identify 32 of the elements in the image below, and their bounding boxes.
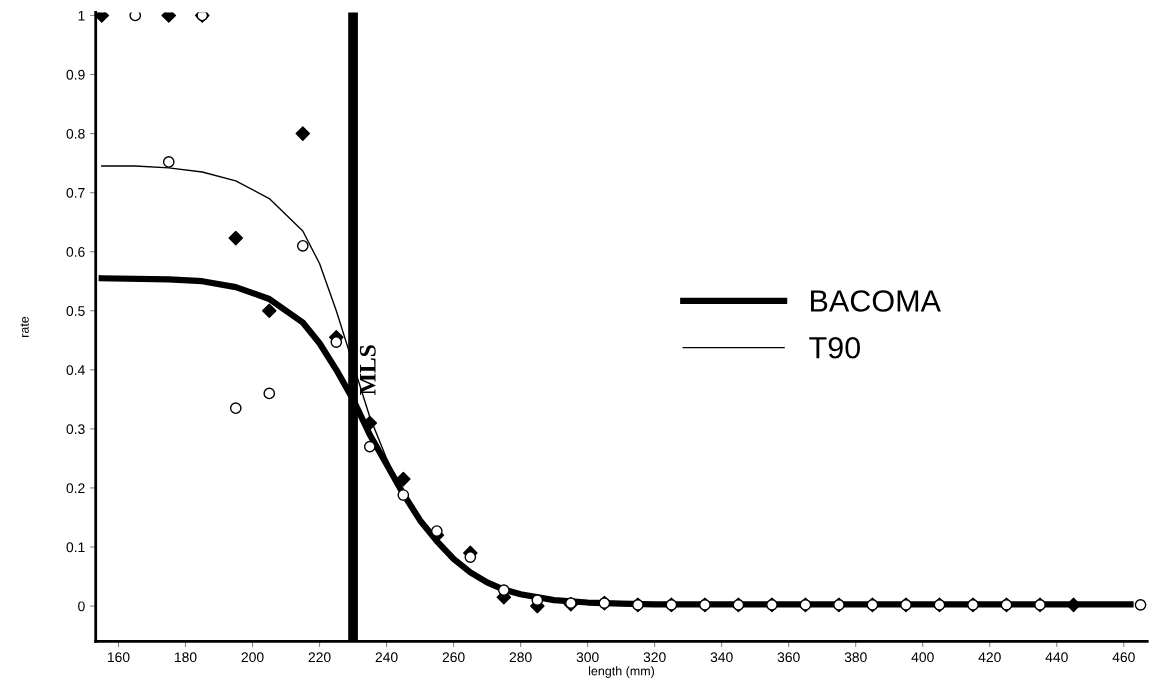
x-tick-label: 300 xyxy=(576,652,599,663)
x-tick-label: 260 xyxy=(442,652,465,663)
x-tick-label: 460 xyxy=(1112,652,1135,663)
legend-label: BACOMA xyxy=(811,290,941,312)
x-tick-label: 400 xyxy=(911,652,934,663)
x-tick-label: 220 xyxy=(308,652,331,663)
x-tick-label: 420 xyxy=(978,652,1001,663)
y-axis-title: rate xyxy=(20,316,29,337)
x-tick-label: 440 xyxy=(1045,652,1068,663)
ref-line-label: MLS xyxy=(359,345,376,395)
x-tick-label: 360 xyxy=(777,652,800,663)
x-tick-label: 320 xyxy=(643,652,666,663)
y-tick-label: 0.7 xyxy=(66,187,85,198)
y-tick-label: 0.9 xyxy=(66,69,85,80)
y-tick-label: 1 xyxy=(78,10,85,21)
x-tick-label: 240 xyxy=(375,652,398,663)
y-tick-label: 0.1 xyxy=(66,542,85,553)
y-tick-label: 0.5 xyxy=(66,306,85,316)
x-tick-label: 180 xyxy=(174,652,197,663)
y-tick-label: 0 xyxy=(78,601,85,612)
y-tick-label: 0.6 xyxy=(66,247,85,257)
x-tick-label: 340 xyxy=(710,652,733,663)
x-axis-title: length (mm) xyxy=(588,666,655,678)
x-tick-label: 280 xyxy=(509,652,532,663)
y-tick-label: 0.3 xyxy=(66,424,85,435)
x-tick-label: 380 xyxy=(844,652,867,663)
y-tick-label: 0.2 xyxy=(66,483,85,494)
y-tick-label: 0.8 xyxy=(66,128,85,139)
x-tick-label: 200 xyxy=(241,652,264,663)
x-tick-label: 160 xyxy=(107,652,130,663)
y-tick-label: 0.4 xyxy=(66,365,85,375)
legend-label: T90 xyxy=(809,336,860,359)
